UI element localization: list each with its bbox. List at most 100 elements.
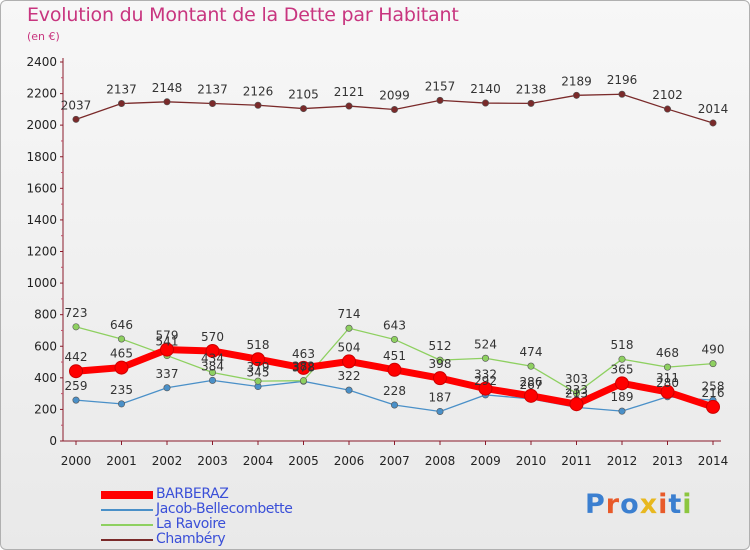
line-chart: 0 200 400 600 800 1000 1200 1400 1600 1800 2000 220… xyxy=(26,55,729,468)
data-label: 235 xyxy=(110,383,133,397)
data-label: 2138 xyxy=(516,82,547,96)
x-tick-label: 2006 xyxy=(334,454,365,468)
y-tick-label: 2400 xyxy=(26,55,57,69)
legend-swatch xyxy=(101,491,153,499)
data-point xyxy=(618,407,626,415)
data-label: 345 xyxy=(247,366,270,380)
data-point xyxy=(615,376,629,391)
y-tick-label: 1200 xyxy=(26,245,57,259)
x-tick-label: 2004 xyxy=(243,454,274,468)
data-label: 258 xyxy=(702,379,725,393)
data-point xyxy=(618,355,626,363)
x-tick-label: 2002 xyxy=(152,454,183,468)
data-label: 504 xyxy=(338,340,361,354)
data-point xyxy=(118,100,126,108)
data-point xyxy=(72,323,80,331)
data-point xyxy=(663,105,671,113)
data-label: 570 xyxy=(201,330,224,344)
data-label: 714 xyxy=(338,307,361,321)
data-point xyxy=(205,343,220,358)
data-point xyxy=(254,377,262,385)
y-tick-label: 800 xyxy=(34,308,57,322)
data-label: 2099 xyxy=(379,89,410,103)
data-point xyxy=(481,354,489,362)
logo-letter: P xyxy=(585,489,606,520)
data-label: 646 xyxy=(110,318,133,332)
logo-letter: x xyxy=(639,489,659,520)
data-label: 2137 xyxy=(106,83,137,97)
data-label: 2140 xyxy=(470,82,501,96)
legend-label: Jacob-Bellecombette xyxy=(156,501,293,517)
data-point xyxy=(527,99,535,107)
data-label: 398 xyxy=(429,357,452,371)
data-point xyxy=(163,384,171,392)
data-point xyxy=(572,91,580,99)
x-tick-label: 2011 xyxy=(561,454,592,468)
data-label: 228 xyxy=(383,384,406,398)
legend-swatch xyxy=(101,524,153,526)
data-label: 292 xyxy=(474,374,497,388)
data-label: 216 xyxy=(702,386,725,400)
data-label: 2137 xyxy=(197,83,228,97)
data-label: 382 xyxy=(292,360,315,374)
proxiti-logo: Proxiti xyxy=(585,489,693,520)
data-point xyxy=(118,400,126,408)
x-tick-label: 2012 xyxy=(607,454,638,468)
legend-label: Chambéry xyxy=(156,531,226,547)
data-point xyxy=(299,105,307,113)
data-label: 518 xyxy=(611,338,634,352)
data-point xyxy=(299,377,307,385)
chart-subtitle: (en €) xyxy=(27,30,60,43)
data-point xyxy=(118,335,126,343)
data-point xyxy=(660,384,675,399)
data-label: 643 xyxy=(383,318,406,332)
data-point xyxy=(390,106,398,114)
data-point xyxy=(209,368,217,376)
data-label: 2189 xyxy=(561,74,592,88)
logo-letter: r xyxy=(605,489,621,520)
data-label: 2105 xyxy=(288,88,319,102)
data-point xyxy=(387,362,402,377)
data-label: 2121 xyxy=(334,85,365,99)
data-label: 280 xyxy=(656,376,679,390)
data-label: 2148 xyxy=(152,81,183,95)
data-label: 723 xyxy=(65,306,88,320)
data-label: 259 xyxy=(65,379,88,393)
y-tick-label: 2200 xyxy=(26,87,57,101)
data-point xyxy=(569,397,584,412)
data-label: 286 xyxy=(520,375,543,389)
data-point xyxy=(709,119,717,127)
y-tick-label: 2000 xyxy=(26,118,57,132)
data-label: 524 xyxy=(474,337,497,351)
y-tick-label: 600 xyxy=(34,339,57,353)
y-tick-label: 1600 xyxy=(26,181,57,195)
data-point xyxy=(209,376,217,384)
data-label: 512 xyxy=(429,339,452,353)
x-tick-label: 2008 xyxy=(425,454,456,468)
data-label: 474 xyxy=(520,345,543,359)
data-label: 189 xyxy=(611,390,634,404)
data-point xyxy=(436,96,444,104)
data-point xyxy=(618,90,626,98)
data-label: 2014 xyxy=(698,102,729,116)
data-point xyxy=(342,354,356,369)
x-tick-label: 2014 xyxy=(698,454,729,468)
x-tick-label: 2005 xyxy=(288,454,319,468)
logo-letter: i xyxy=(658,489,669,520)
data-label: 451 xyxy=(383,349,406,363)
data-label: 490 xyxy=(702,343,725,357)
legend-label: BARBERAZ xyxy=(156,486,229,502)
data-label: 465 xyxy=(110,347,133,361)
data-label: 518 xyxy=(247,338,270,352)
data-point xyxy=(478,381,493,396)
data-point xyxy=(209,100,217,108)
data-point xyxy=(160,342,174,357)
data-point xyxy=(163,98,171,106)
data-point xyxy=(390,335,398,343)
data-point xyxy=(69,364,83,379)
data-point xyxy=(254,101,262,109)
legend-swatch xyxy=(101,539,153,541)
data-label: 463 xyxy=(292,347,315,361)
data-label: 311 xyxy=(656,371,679,385)
data-point xyxy=(709,360,717,368)
